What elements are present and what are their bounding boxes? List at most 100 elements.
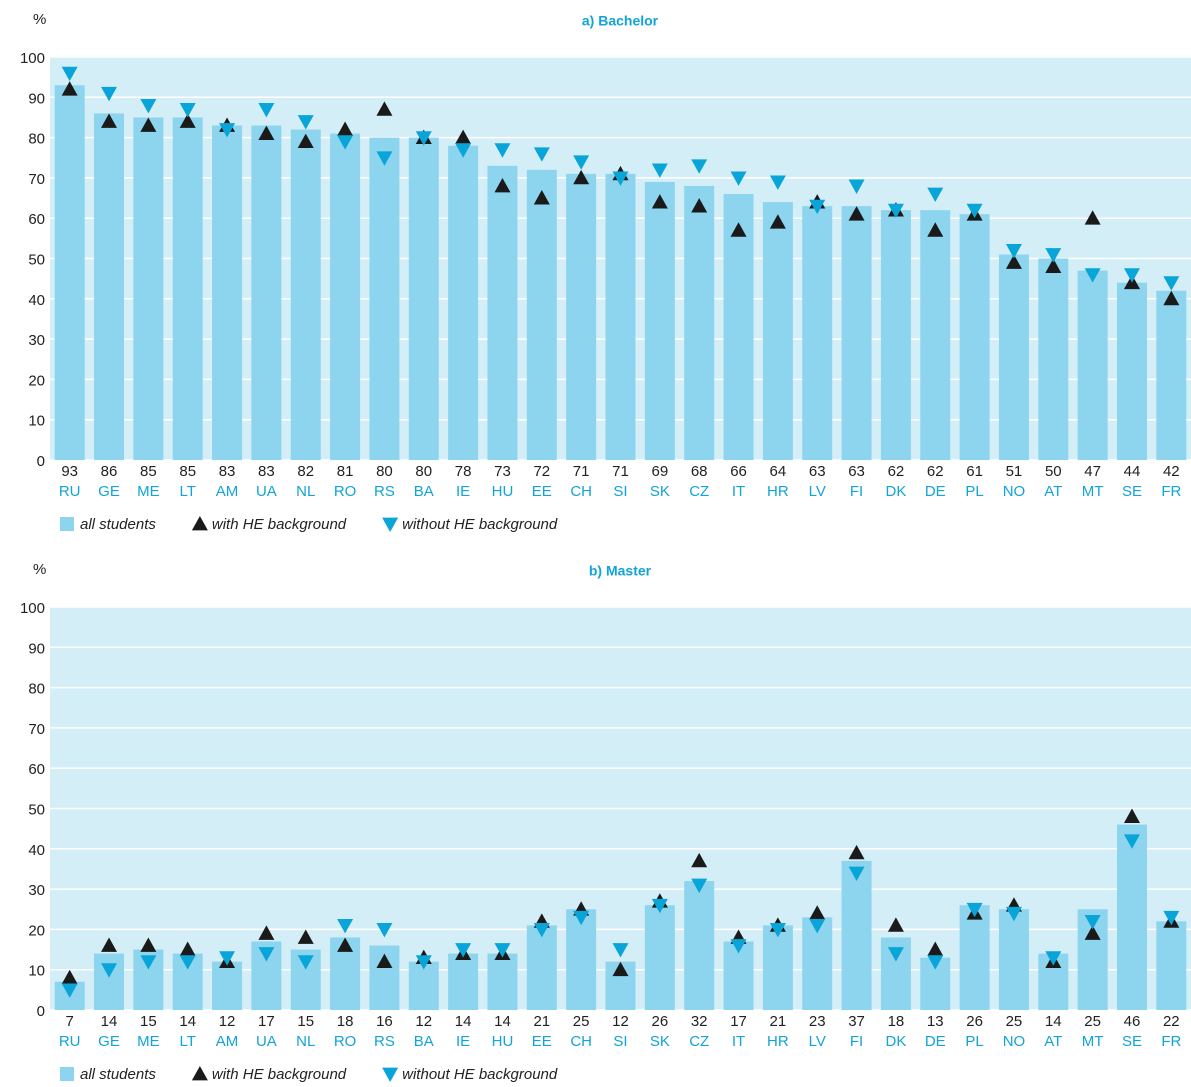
marker — [376, 151, 393, 166]
x-tick-label: CH — [570, 483, 592, 500]
value-label: 72 — [533, 463, 550, 480]
value-label: 18 — [337, 1013, 354, 1030]
bar — [526, 925, 557, 1010]
x-tick-label: RU — [59, 1033, 81, 1050]
y-tick-label: 50 — [28, 801, 45, 818]
marker — [61, 81, 78, 96]
x-tick-label: FI — [850, 1033, 863, 1050]
value-label: 47 — [1084, 463, 1101, 480]
value-label: 14 — [101, 1013, 118, 1030]
value-label: 63 — [848, 463, 865, 480]
value-label: 66 — [730, 463, 747, 480]
marker — [494, 143, 511, 158]
marker — [297, 133, 314, 149]
marker — [376, 953, 393, 969]
marker — [140, 117, 157, 132]
value-label: 26 — [652, 1013, 669, 1030]
y-tick-label: 0 — [37, 453, 45, 470]
marker — [927, 187, 944, 203]
marker — [219, 951, 236, 966]
x-tick-label: SE — [1122, 1033, 1142, 1050]
legend-swatch — [382, 1067, 399, 1082]
value-label: 42 — [1163, 463, 1180, 480]
value-label: 62 — [888, 463, 905, 480]
x-tick-label: RO — [334, 483, 357, 500]
value-label: 81 — [337, 463, 354, 480]
bar — [1156, 290, 1187, 460]
marker — [1084, 914, 1101, 930]
x-tick-label: DK — [885, 1033, 906, 1050]
value-label: 7 — [66, 1013, 74, 1030]
x-tick-label: MT — [1082, 1033, 1104, 1050]
x-tick-label: NO — [1003, 1033, 1026, 1050]
value-label: 25 — [1084, 1013, 1101, 1030]
x-tick-label: IE — [456, 483, 470, 500]
marker — [337, 121, 354, 136]
x-tick-label: DE — [925, 1033, 946, 1050]
value-label: 15 — [140, 1013, 157, 1030]
bar — [408, 961, 439, 1010]
marker — [691, 878, 708, 894]
marker — [61, 983, 78, 998]
value-label: 80 — [376, 463, 393, 480]
marker — [1123, 808, 1140, 823]
y-tick-label: 70 — [28, 171, 45, 188]
x-tick-label: HR — [767, 483, 789, 500]
value-label: 80 — [415, 463, 432, 480]
x-tick-label: FR — [1161, 1033, 1181, 1050]
x-tick-label: SK — [650, 1033, 670, 1050]
marker — [730, 939, 747, 954]
x-tick-label: FI — [850, 483, 863, 500]
x-tick-label: SK — [650, 483, 670, 500]
bar — [880, 210, 911, 460]
x-tick-label: SI — [613, 1033, 627, 1050]
marker — [730, 171, 747, 186]
bar — [605, 173, 636, 460]
marker — [179, 955, 196, 970]
marker — [494, 943, 511, 958]
marker — [1005, 254, 1022, 269]
marker — [691, 198, 708, 213]
marker — [1163, 290, 1180, 306]
value-label: 21 — [533, 1013, 550, 1030]
value-label: 26 — [966, 1013, 983, 1030]
marker — [258, 947, 275, 962]
x-tick-label: DE — [925, 483, 946, 500]
legend-swatch — [60, 517, 74, 531]
value-label: 17 — [258, 1013, 275, 1030]
x-tick-label: DK — [885, 483, 906, 500]
y-tick-label: 30 — [28, 882, 45, 899]
bar — [802, 206, 833, 460]
marker — [297, 955, 314, 970]
y-tick-label: 20 — [28, 922, 45, 939]
x-tick-label: SI — [613, 483, 627, 500]
legend-label: all students — [80, 516, 156, 533]
marker — [376, 923, 393, 938]
x-tick-label: NO — [1003, 483, 1026, 500]
marker — [809, 199, 826, 215]
marker — [927, 941, 944, 956]
y-axis-label: % — [33, 11, 46, 28]
marker — [337, 937, 354, 952]
marker — [61, 969, 78, 985]
x-tick-label: AT — [1044, 483, 1062, 500]
value-label: 16 — [376, 1013, 393, 1030]
legend-swatch — [382, 517, 399, 532]
bar — [566, 173, 597, 460]
marker — [101, 86, 118, 102]
marker — [533, 923, 550, 938]
value-label: 44 — [1124, 463, 1141, 480]
x-tick-label: HU — [492, 483, 514, 500]
x-tick-label: FR — [1161, 483, 1181, 500]
marker — [651, 898, 668, 914]
value-label: 68 — [691, 463, 708, 480]
x-tick-label: LV — [809, 1033, 826, 1050]
marker — [455, 129, 472, 144]
x-tick-label: ME — [137, 483, 160, 500]
marker — [1045, 951, 1062, 966]
bar — [841, 860, 872, 1010]
bar — [723, 194, 754, 460]
x-tick-label: SE — [1122, 483, 1142, 500]
bar — [526, 169, 557, 460]
x-tick-label: PL — [965, 1033, 983, 1050]
